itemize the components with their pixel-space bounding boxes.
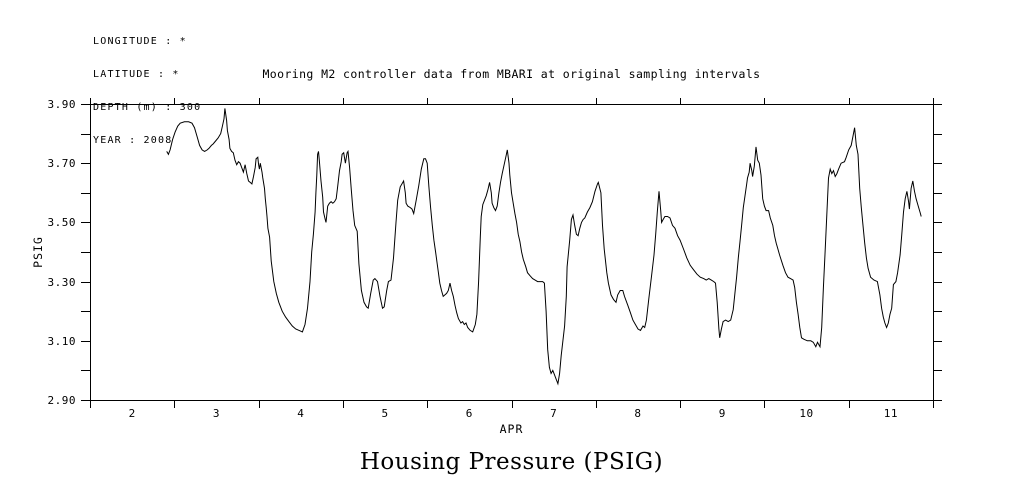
- x-tick-label: 10: [799, 407, 814, 420]
- x-tick-label: 4: [297, 407, 305, 420]
- x-tick-label: 3: [212, 407, 220, 420]
- y-tick-label: 3.90: [47, 98, 76, 111]
- plot-title: Mooring M2 controller data from MBARI at…: [262, 67, 761, 81]
- metadata-year: YEAR : 2008: [93, 135, 173, 146]
- metadata-depth: DEPTH (m) : 300: [93, 102, 202, 113]
- pressure-line: [166, 108, 922, 386]
- x-tick-label: 9: [718, 407, 726, 420]
- y-tick-label: 3.30: [47, 275, 76, 289]
- y-tick-label: 3.70: [47, 157, 76, 171]
- metadata-latitude: LATITUDE : *: [93, 69, 180, 80]
- figure-caption: Housing Pressure (PSIG): [359, 449, 664, 475]
- x-tick-label: 7: [550, 407, 558, 420]
- x-tick-label: 8: [634, 407, 642, 420]
- y-axis-label: PSIG: [31, 236, 45, 268]
- y-tick-label: 3.50: [47, 216, 76, 230]
- y-tick-label: 3.10: [47, 334, 76, 348]
- metadata-longitude: LONGITUDE : *: [93, 36, 187, 47]
- x-axis-month-label: APR: [499, 422, 524, 436]
- x-tick-label: 11: [883, 407, 898, 420]
- axes-frame: [90, 104, 934, 401]
- y-tick-label: 2.90: [47, 394, 76, 407]
- x-tick-label: 2: [128, 407, 136, 420]
- x-tick-label: 5: [381, 407, 389, 420]
- metadata-block: LONGITUDE : * LATITUDE : * DEPTH (m) : 3…: [93, 14, 201, 168]
- x-tick-label: 6: [465, 407, 473, 420]
